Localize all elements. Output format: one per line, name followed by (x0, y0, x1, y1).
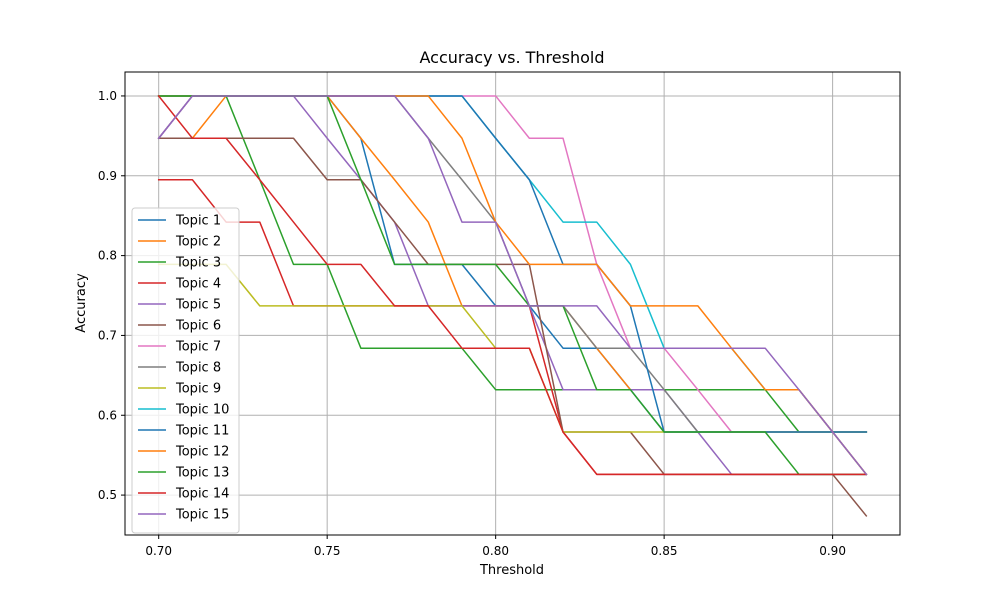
legend-label-topic-13: Topic 13 (175, 466, 229, 481)
series-line-topic-13 (157, 95, 868, 476)
x-tick-label: 0.80 (482, 544, 509, 558)
legend-label-topic-14: Topic 14 (175, 487, 229, 502)
x-tick-label: 0.70 (145, 544, 172, 558)
legend-label-topic-4: Topic 4 (175, 277, 221, 292)
y-tick-label: 0.6 (98, 408, 117, 422)
grid (125, 72, 900, 535)
series-line-topic-6 (157, 137, 868, 517)
y-tick-label: 0.9 (98, 169, 117, 183)
series-line-topic-15 (157, 95, 868, 476)
y-tick-label: 0.8 (98, 249, 117, 263)
legend-label-topic-10: Topic 10 (175, 403, 229, 418)
legend-label-topic-2: Topic 2 (175, 235, 221, 250)
legend-label-topic-11: Topic 11 (175, 424, 229, 439)
x-axis-label: Threshold (479, 563, 544, 578)
y-tick-label: 0.5 (98, 488, 117, 502)
legend-label-topic-8: Topic 8 (175, 361, 221, 376)
series-lines (157, 94, 868, 517)
x-tick-label: 0.90 (819, 544, 846, 558)
legend-label-topic-6: Topic 6 (175, 319, 221, 334)
axis-ticks: 0.70 0.75 0.80 0.85 0.90 0.5 0.6 0.7 0.8 0.9 1.0 (98, 89, 846, 558)
legend: Topic 1 Topic 2 Topic 3 Topic 4 Topic 5 Topic… (131, 207, 240, 534)
y-tick-label: 1.0 (98, 89, 117, 103)
legend-label-topic-12: Topic 12 (175, 445, 229, 460)
legend-label-topic-9: Topic 9 (175, 382, 221, 397)
legend-label-topic-5: Topic 5 (175, 298, 221, 313)
legend-label-topic-1: Topic 1 (175, 214, 221, 229)
legend-label-topic-15: Topic 15 (175, 508, 229, 523)
plot-area-frame (124, 71, 901, 536)
legend-label-topic-3: Topic 3 (175, 256, 221, 271)
legend-label-topic-7: Topic 7 (175, 340, 221, 355)
y-axis-label: Accuracy (74, 273, 89, 333)
series-line-topic-4 (157, 179, 868, 476)
series-line-topic-3 (157, 95, 868, 433)
chart-title: Accuracy vs. Threshold (420, 48, 605, 67)
x-tick-label: 0.85 (651, 544, 678, 558)
y-tick-label: 0.7 (98, 328, 117, 342)
x-tick-label: 0.75 (314, 544, 341, 558)
series-line-topic-14 (157, 94, 868, 476)
